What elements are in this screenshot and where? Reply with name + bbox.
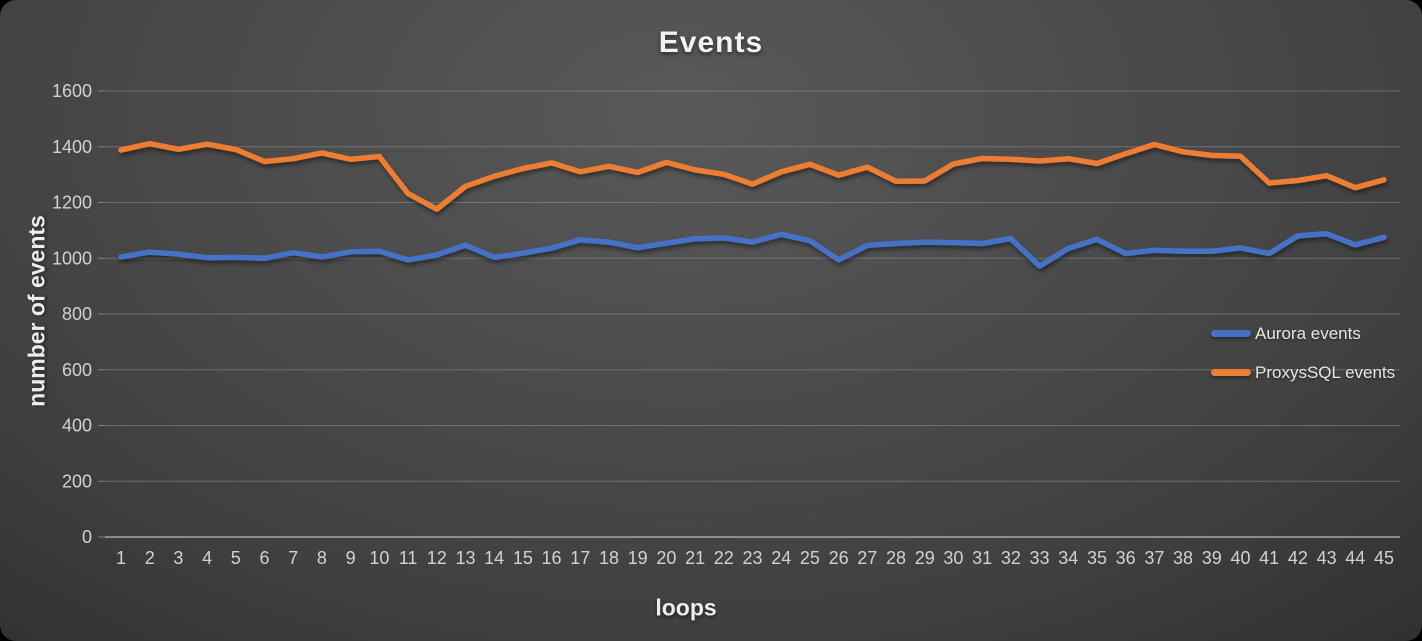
x-tick-label: 7 — [288, 548, 298, 568]
series-lines — [118, 140, 1387, 269]
x-tick-label: 21 — [685, 548, 705, 568]
x-tick-label: 38 — [1173, 548, 1193, 568]
x-tick-label: 30 — [943, 548, 963, 568]
x-tick-label: 4 — [202, 548, 212, 568]
y-tick-label: 800 — [62, 304, 92, 324]
x-tick-label: 42 — [1288, 548, 1308, 568]
x-tick-label: 25 — [800, 548, 820, 568]
x-axis-title: loops — [655, 594, 717, 621]
x-tick-label: 23 — [742, 548, 762, 568]
x-tick-label: 13 — [455, 548, 475, 568]
aurora-series-line — [118, 230, 1387, 269]
x-tick-label: 44 — [1345, 548, 1365, 568]
x-tick-label: 11 — [399, 548, 418, 568]
x-tick-label: 37 — [1144, 548, 1164, 568]
x-tick-label: 10 — [369, 548, 389, 568]
proxysql-series-line — [118, 140, 1387, 212]
y-tick-label: 1000 — [52, 248, 92, 268]
legend-item-proxysql: ProxysSQL events — [1211, 362, 1396, 382]
x-tick-label: 1 — [116, 548, 126, 568]
x-tick-label: 22 — [714, 548, 734, 568]
x-tick-label: 2 — [145, 548, 155, 568]
x-tick-label: 17 — [570, 548, 590, 568]
x-tick-label: 35 — [1087, 548, 1107, 568]
x-tick-label: 15 — [513, 548, 533, 568]
x-tick-label: 18 — [599, 548, 619, 568]
x-tick-label: 29 — [915, 548, 935, 568]
axis-ticks — [98, 90, 105, 538]
x-tick-label: 36 — [1116, 548, 1136, 568]
x-tick-label: 26 — [829, 548, 849, 568]
x-tick-label: 32 — [1001, 548, 1021, 568]
legend-item-aurora: Aurora events — [1211, 323, 1395, 343]
chart-title: Events — [658, 26, 764, 59]
x-tick-label: 9 — [346, 548, 356, 568]
x-tick-label: 33 — [1030, 548, 1050, 568]
x-tick-label: 40 — [1230, 548, 1250, 568]
x-tick-label: 28 — [886, 548, 906, 568]
x-tick-label: 19 — [628, 548, 648, 568]
y-tick-label: 1600 — [52, 81, 92, 101]
x-tick-label: 34 — [1058, 548, 1078, 568]
y-tick-label: 0 — [82, 527, 92, 547]
x-tick-label: 24 — [771, 548, 791, 568]
y-tick-label: 200 — [62, 471, 92, 491]
x-tick-label: 6 — [260, 548, 270, 568]
legend-label-proxysql: ProxysSQL events — [1255, 362, 1396, 382]
x-tick-label: 5 — [231, 548, 241, 568]
x-tick-label: 43 — [1317, 548, 1337, 568]
x-tick-label: 41 — [1259, 548, 1279, 568]
proxysql-line-marker — [1211, 369, 1251, 376]
x-tick-label: 20 — [656, 548, 676, 568]
x-tick-label: 31 — [972, 548, 992, 568]
legend: Aurora events ProxysSQL events — [1211, 323, 1396, 382]
x-tick-label: 45 — [1374, 548, 1394, 568]
x-tick-label: 3 — [173, 548, 183, 568]
aurora-line-marker — [1211, 330, 1251, 337]
x-tick-label: 39 — [1202, 548, 1222, 568]
y-tick-label: 600 — [62, 360, 92, 380]
y-tick-label: 400 — [62, 416, 92, 436]
x-tick-label: 16 — [542, 548, 562, 568]
x-tick-label: 14 — [484, 548, 504, 568]
x-tick-label: 12 — [427, 548, 447, 568]
y-tick-label: 1200 — [52, 193, 92, 213]
y-tick-label: 1400 — [52, 137, 92, 157]
x-tick-label: 27 — [857, 548, 877, 568]
x-tick-label: 8 — [317, 548, 327, 568]
legend-label-aurora: Aurora events — [1255, 323, 1361, 343]
